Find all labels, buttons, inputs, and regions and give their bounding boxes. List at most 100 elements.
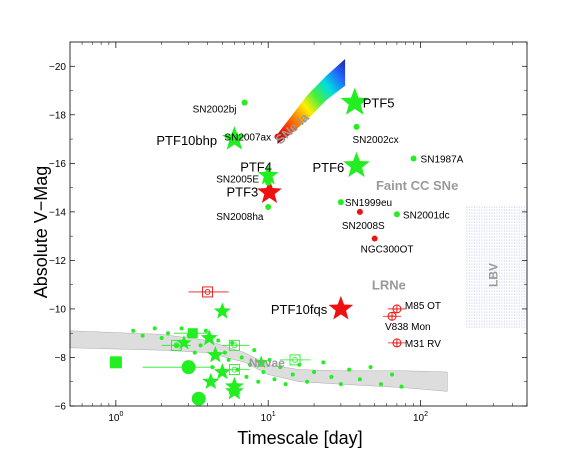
point-label: SN2005E — [216, 175, 259, 186]
nova-point — [198, 343, 203, 348]
point-label: PTF5 — [363, 96, 395, 111]
nova-point — [244, 374, 249, 379]
x-tick-label: 102 — [413, 411, 428, 424]
nova-point — [278, 365, 283, 370]
region-label: Faint CC SNe — [376, 178, 458, 193]
nova-point — [174, 343, 179, 348]
region-label: LRNe — [372, 278, 406, 293]
nova-point — [166, 331, 171, 336]
nova-point — [109, 356, 122, 369]
open-square — [202, 286, 214, 298]
data-marks — [109, 87, 417, 406]
point-label: M85 OT — [405, 301, 441, 312]
nova-point — [140, 333, 145, 338]
region-label: SNe Ia — [272, 109, 312, 147]
transient-point — [387, 338, 406, 348]
point-label: V838 Mon — [385, 322, 431, 333]
y-tick-label: −12 — [49, 256, 66, 267]
nova-point — [329, 374, 334, 379]
nova-point — [131, 328, 136, 333]
nova-point — [192, 350, 197, 355]
transient-point — [387, 304, 406, 314]
inner-circle — [204, 289, 211, 295]
nova-point — [203, 328, 208, 333]
open-square — [228, 339, 240, 351]
point-label: SN2008S — [342, 221, 385, 232]
axes: −20 −18 −16 −14 −12 −10 −8 −6 100 101 102 — [49, 41, 528, 424]
nova-point — [191, 391, 206, 406]
nova-point — [399, 384, 404, 389]
nova-point — [179, 326, 184, 331]
inner-circle — [173, 342, 180, 349]
nova-point — [254, 355, 268, 368]
y-tick-label: −10 — [49, 304, 66, 315]
nova-point — [283, 382, 288, 387]
nova-point — [256, 379, 261, 384]
nova-point — [347, 367, 352, 372]
nova-point — [338, 382, 343, 387]
transient-point — [356, 208, 363, 215]
nova-point — [224, 381, 244, 400]
nova-point — [159, 336, 164, 341]
y-tick-label: −20 — [49, 62, 66, 73]
transient-point — [257, 164, 279, 185]
nova-point — [213, 363, 231, 380]
transient-point — [257, 179, 282, 203]
nova-point — [290, 372, 295, 377]
x-axis-title: Timescale [day] — [237, 428, 362, 448]
x-tick-label: 101 — [261, 411, 276, 424]
point-label: SN2002bj — [193, 105, 237, 116]
point-label: SN2002cx — [353, 135, 399, 146]
point-label: M31 RV — [405, 339, 441, 350]
annotations: PTF5 PTF10bhp PTF4 PTF6 PTF3 PTF10fqs SN2002bj… — [156, 96, 500, 371]
point-label: SN1987A — [421, 154, 464, 165]
point-label: PTF10bhp — [156, 133, 217, 148]
transient-point — [328, 295, 354, 320]
snia-band — [277, 59, 346, 144]
open-square — [289, 354, 301, 366]
nova-point — [186, 333, 191, 338]
transient-point — [274, 133, 281, 140]
nova-point — [272, 377, 277, 382]
transient-point — [371, 235, 378, 242]
nova-point — [176, 334, 192, 350]
nova-point — [357, 377, 362, 382]
open-square-marker — [280, 354, 311, 366]
region-label: Novae — [249, 356, 285, 370]
point-label: NGC300OT — [361, 245, 414, 256]
nova-point — [230, 340, 235, 345]
plot-frame — [69, 41, 528, 407]
y-tick-label: −8 — [55, 353, 67, 364]
y-tick-label: −6 — [55, 402, 67, 413]
region-label: LBV — [486, 263, 500, 287]
nova-point — [378, 382, 383, 387]
nova-point — [321, 360, 326, 365]
nova-point — [152, 326, 157, 331]
open-square-marker — [188, 286, 229, 298]
point-label: SN1999eu — [345, 198, 392, 209]
nova-point — [210, 365, 215, 370]
y-axis-title: Absolute V−Mag — [31, 166, 51, 299]
point-label: SN2001dc — [403, 210, 450, 221]
transient-point — [393, 211, 400, 218]
point-label: PTF4 — [240, 159, 272, 174]
nova-point — [368, 365, 373, 370]
point-label: SN2008ha — [216, 212, 264, 223]
nova-point — [252, 348, 257, 353]
nova-point — [261, 370, 266, 375]
nova-point — [187, 328, 198, 339]
point-label: PTF6 — [313, 160, 345, 175]
point-label: SN2007ax — [224, 133, 271, 144]
y-tick-label: −16 — [49, 159, 66, 170]
transient-point — [265, 204, 272, 211]
inner-circle — [231, 342, 238, 349]
transient-point — [241, 99, 248, 106]
nova-point — [390, 372, 395, 377]
transient-point — [340, 87, 370, 115]
nova-point — [239, 355, 244, 360]
nova-point — [267, 357, 272, 362]
transient-point — [353, 123, 360, 130]
nova-point — [297, 362, 302, 367]
nova-point — [206, 346, 224, 363]
